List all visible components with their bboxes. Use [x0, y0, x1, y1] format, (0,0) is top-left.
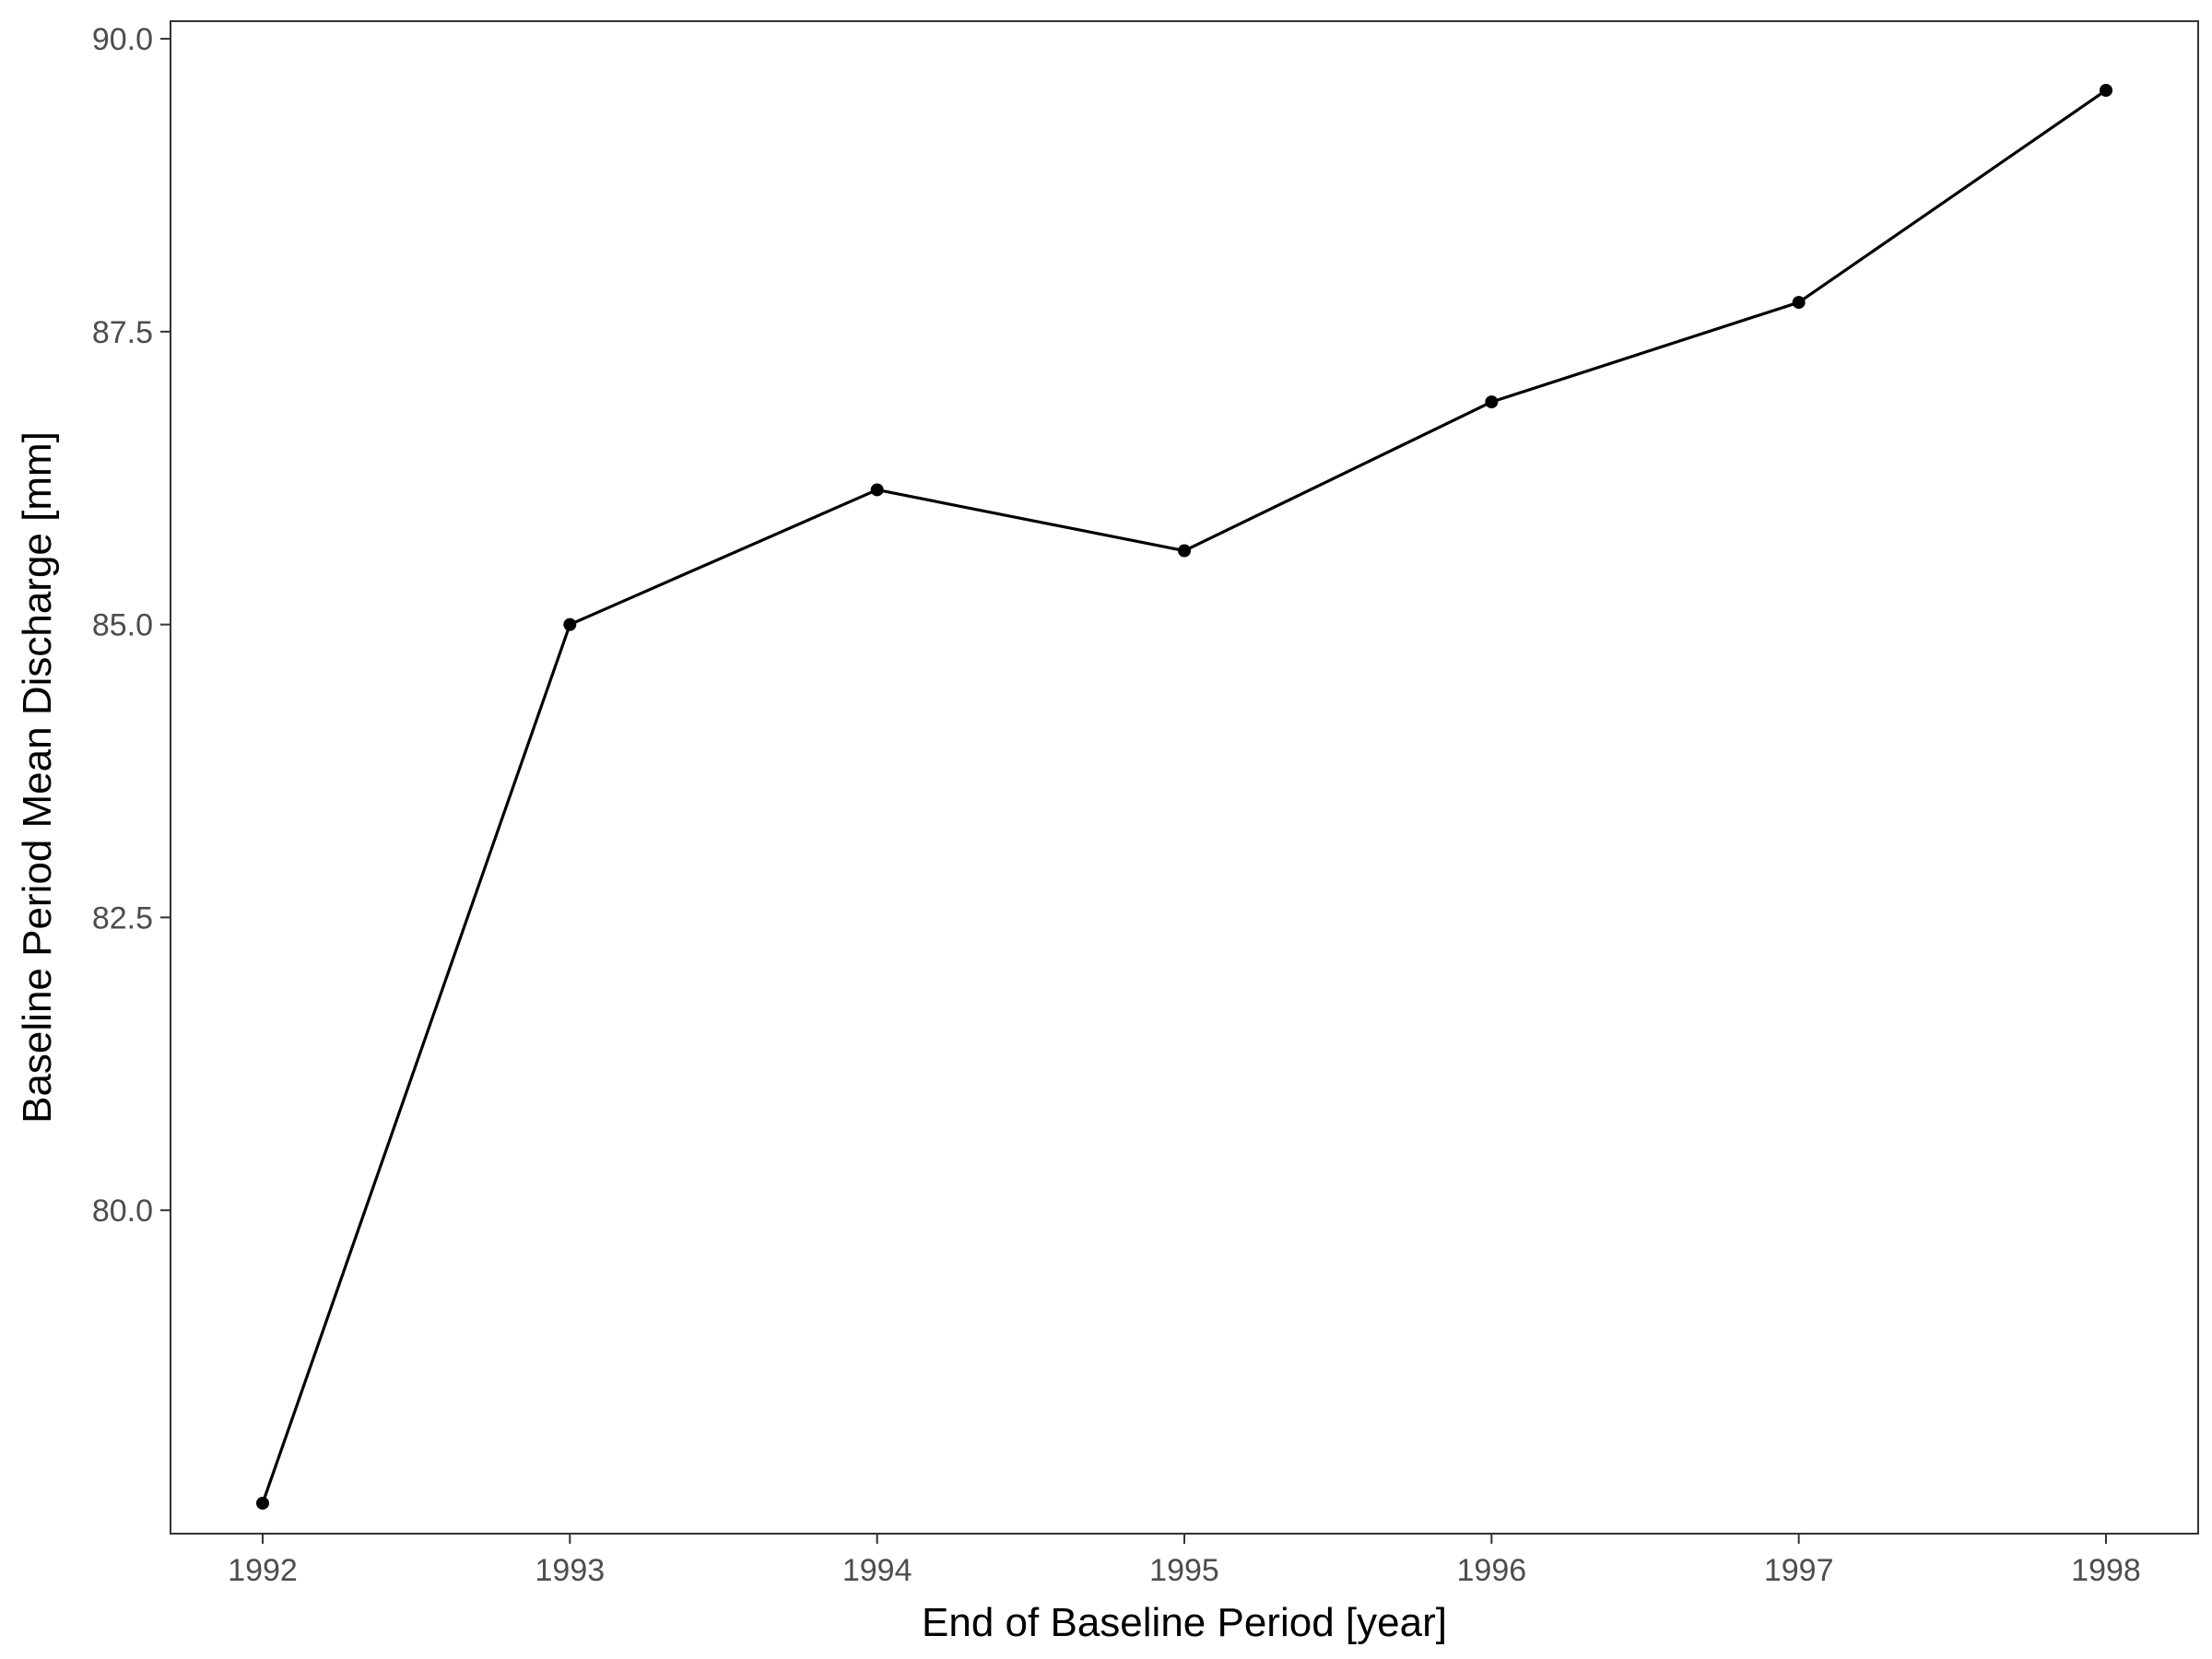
- y-tick-label: 85.0: [92, 608, 153, 643]
- y-axis: 80.0 82.5 85.0 87.5 90.0: [92, 22, 171, 1229]
- y-axis-title: Baseline Period Mean Discharge [mm]: [15, 431, 60, 1124]
- y-tick-label: 87.5: [92, 315, 153, 350]
- x-axis: 1992 1993 1994 1995 1996 1997 1998: [228, 1534, 2141, 1588]
- x-tick-label: 1992: [228, 1553, 298, 1588]
- series-layer: [256, 83, 2112, 1510]
- y-tick-label: 82.5: [92, 900, 153, 935]
- data-point: [2100, 83, 2112, 97]
- x-tick-label: 1994: [842, 1553, 912, 1588]
- x-tick-label: 1996: [1457, 1553, 1527, 1588]
- data-point: [870, 483, 884, 497]
- data-point: [563, 618, 577, 631]
- y-tick-label: 90.0: [92, 22, 153, 57]
- data-point: [256, 1496, 269, 1510]
- panel-border: [170, 20, 2199, 1535]
- x-tick-label: 1998: [2071, 1553, 2141, 1588]
- x-axis-title: End of Baseline Period [year]: [922, 1600, 1447, 1645]
- data-point: [1485, 395, 1499, 409]
- x-tick-label: 1995: [1149, 1553, 1219, 1588]
- y-tick-label: 80.0: [92, 1194, 153, 1229]
- data-point: [1792, 296, 1806, 310]
- x-tick-label: 1993: [535, 1553, 606, 1588]
- data-point: [1178, 544, 1191, 558]
- x-tick-label: 1997: [1764, 1553, 1834, 1588]
